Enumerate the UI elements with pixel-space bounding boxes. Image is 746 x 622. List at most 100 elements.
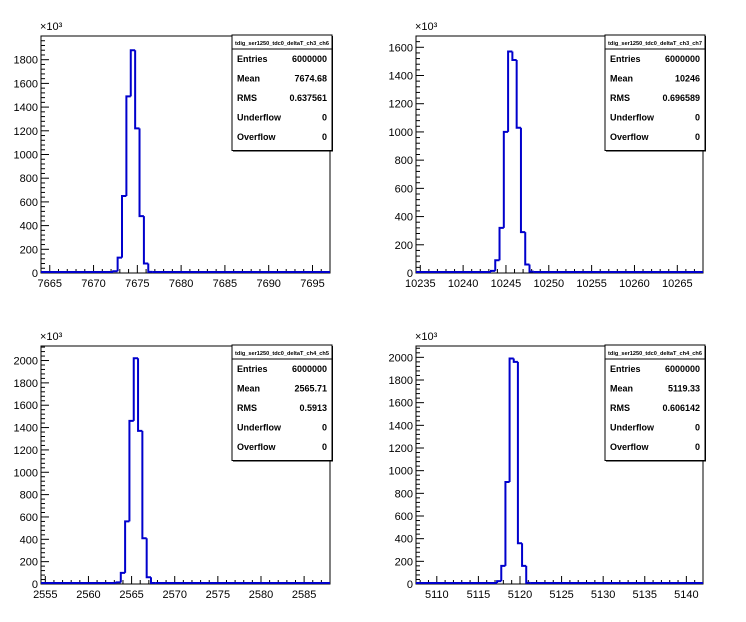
histogram-bin — [494, 259, 500, 271]
x-tick-label: 10245 — [491, 278, 522, 290]
stats-label: RMS — [610, 403, 630, 413]
stats-label: Mean — [610, 74, 633, 84]
stats-value: 10246 — [675, 74, 700, 84]
stats-label: RMS — [237, 403, 257, 413]
histogram-bin — [134, 50, 140, 130]
stats-value: 0.606142 — [662, 403, 700, 413]
y-tick-label: 1400 — [14, 102, 38, 114]
stats-label: Entries — [237, 364, 268, 374]
y-tick-label: 0 — [32, 579, 38, 591]
stats-box — [231, 34, 333, 151]
y-tick-label: 1200 — [389, 443, 413, 455]
stats-label: Mean — [237, 74, 260, 84]
stats-value: 5119.33 — [668, 384, 700, 394]
x-tick-label: 5125 — [549, 589, 573, 601]
y-tick-label: 1000 — [389, 466, 413, 478]
stats-value: 0 — [695, 132, 700, 142]
x-tick-label: 5115 — [467, 589, 491, 601]
histogram-bin — [138, 128, 144, 218]
axis-exponent-label: ×10³ — [415, 331, 438, 343]
y-tick-label: 1200 — [14, 445, 38, 457]
y-tick-label: 1600 — [14, 78, 38, 90]
y-tick-label: 1000 — [14, 467, 38, 479]
stats-value: 0 — [322, 113, 327, 123]
histogram-panel: ×10³ 7665 7670 7675 7680 7685 7690 7695 0 200 400 6… — [14, 21, 333, 290]
histogram-bin — [508, 357, 514, 482]
histogram-panel: ×10³ 5110 5115 5120 5125 5130 5135 5140 0 200 400 6… — [389, 331, 706, 601]
stats-label: Entries — [610, 364, 641, 374]
y-tick-label: 400 — [20, 221, 38, 233]
stats-box — [604, 34, 706, 151]
y-tick-label: 800 — [395, 488, 413, 500]
x-tick-label: 5140 — [674, 589, 698, 601]
x-tick-label: 10250 — [533, 278, 564, 290]
stats-box-title: tdig_ser1250_tdc0_deltaT_ch3_ch7 — [608, 41, 702, 47]
histogram-bin — [525, 565, 531, 584]
axis-exponent-label: ×10³ — [40, 21, 63, 33]
stats-value: 7674.68 — [294, 74, 327, 84]
x-tick-label: 2555 — [33, 589, 57, 601]
x-tick-label: 7685 — [213, 278, 237, 290]
stats-label: Overflow — [237, 132, 277, 142]
stats-label: Overflow — [237, 442, 277, 452]
x-tick-label: 5120 — [508, 589, 532, 601]
histogram-bin — [496, 580, 502, 583]
x-tick-label: 5110 — [425, 589, 449, 601]
x-tick-label: 10255 — [576, 278, 607, 290]
x-tick-label: 10240 — [448, 278, 479, 290]
histogram-bin — [145, 538, 151, 579]
y-tick-label: 2000 — [389, 352, 413, 364]
histogram-bin — [112, 270, 118, 273]
stats-label: Mean — [237, 384, 260, 394]
y-tick-label: 1400 — [14, 423, 38, 435]
stats-value: 0 — [322, 442, 327, 452]
y-tick-label: 1600 — [389, 398, 413, 410]
stats-label: Underflow — [237, 113, 282, 123]
stats-label: Underflow — [610, 113, 655, 123]
stats-box-title: tdig_ser1250_tdc0_deltaT_ch4_ch6 — [608, 351, 702, 357]
y-tick-label: 400 — [395, 212, 413, 224]
stats-box — [231, 344, 333, 461]
y-tick-label: 200 — [395, 556, 413, 568]
histogram-bin — [119, 571, 126, 583]
y-tick-label: 1800 — [389, 375, 413, 387]
x-tick-label: 7695 — [300, 278, 324, 290]
stats-value: 0 — [322, 423, 327, 433]
y-tick-label: 600 — [395, 183, 413, 195]
stats-box-title: tdig_ser1250_tdc0_deltaT_ch4_ch5 — [235, 351, 329, 357]
histogram-bin — [129, 49, 136, 97]
y-tick-label: 1600 — [389, 42, 413, 54]
y-tick-label: 400 — [20, 534, 38, 546]
x-tick-label: 10260 — [619, 278, 650, 290]
stats-value: 6000000 — [665, 54, 700, 64]
histogram-bin — [137, 358, 143, 432]
histogram-bin — [489, 269, 496, 272]
x-tick-label: 7690 — [256, 278, 280, 290]
x-tick-label: 7665 — [38, 278, 62, 290]
y-tick-label: 1400 — [389, 71, 413, 83]
y-tick-label: 600 — [20, 512, 38, 524]
x-tick-label: 2575 — [206, 589, 230, 601]
y-tick-label: 1200 — [14, 126, 38, 138]
stats-value: 6000000 — [292, 54, 327, 64]
x-tick-label: 2570 — [162, 589, 186, 601]
y-tick-label: 600 — [395, 511, 413, 523]
stats-label: Entries — [237, 54, 268, 64]
histogram-bin — [498, 226, 504, 261]
histogram-bin — [125, 95, 131, 196]
stats-value: 0 — [695, 113, 700, 123]
histogram-bin — [149, 577, 156, 584]
histogram-bin — [132, 357, 139, 421]
histogram-bin — [141, 430, 147, 540]
stats-value: 6000000 — [292, 364, 327, 374]
histogram-bin — [516, 361, 523, 545]
x-tick-label: 7670 — [81, 278, 105, 290]
histogram-bin — [116, 256, 123, 272]
stats-label: Underflow — [237, 423, 282, 433]
stats-box-title: tdig_ser1250_tdc0_deltaT_ch3_ch6 — [235, 41, 329, 47]
y-tick-label: 400 — [395, 534, 413, 546]
y-tick-label: 1600 — [14, 400, 38, 412]
stats-value: 0 — [695, 442, 700, 452]
histogram-bin — [147, 263, 153, 273]
